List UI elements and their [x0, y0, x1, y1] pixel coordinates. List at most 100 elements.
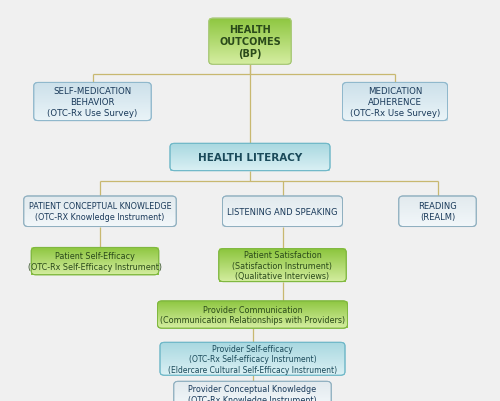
Bar	[399, 221, 476, 222]
Bar	[158, 312, 348, 313]
Bar	[31, 272, 159, 273]
Bar	[170, 150, 330, 152]
Bar	[24, 206, 176, 207]
Bar	[158, 319, 348, 320]
Bar	[170, 163, 330, 164]
Bar	[160, 350, 345, 352]
Bar	[209, 47, 291, 49]
Bar	[174, 390, 332, 391]
Bar	[34, 87, 151, 89]
FancyBboxPatch shape	[160, 342, 345, 375]
Bar	[34, 84, 151, 85]
Bar	[218, 259, 346, 260]
Bar	[31, 273, 159, 274]
Bar	[160, 353, 345, 354]
Bar	[218, 259, 346, 261]
Bar	[170, 156, 330, 157]
Bar	[158, 303, 348, 304]
Bar	[170, 165, 330, 166]
Bar	[218, 262, 346, 263]
Bar	[160, 347, 345, 348]
Bar	[342, 111, 448, 113]
Bar	[222, 203, 342, 204]
Bar	[342, 92, 448, 94]
Text: HEALTH
OUTCOMES
(BP): HEALTH OUTCOMES (BP)	[219, 25, 281, 59]
Bar	[399, 210, 476, 211]
Bar	[222, 208, 342, 209]
Bar	[24, 213, 176, 214]
Bar	[342, 102, 448, 103]
Bar	[399, 213, 476, 214]
Bar	[31, 263, 159, 264]
Bar	[31, 256, 159, 257]
Bar	[24, 203, 176, 204]
Bar	[158, 307, 348, 308]
Bar	[31, 262, 159, 263]
Bar	[24, 221, 176, 223]
Bar	[174, 385, 332, 386]
Bar	[222, 205, 342, 207]
Bar	[342, 107, 448, 109]
Bar	[24, 221, 176, 222]
Bar	[209, 36, 291, 38]
Bar	[218, 253, 346, 255]
Bar	[158, 310, 348, 311]
Bar	[170, 148, 330, 150]
Bar	[222, 202, 342, 203]
Bar	[209, 63, 291, 64]
Bar	[158, 316, 348, 318]
FancyBboxPatch shape	[222, 196, 342, 227]
Bar	[209, 56, 291, 57]
Bar	[218, 269, 346, 270]
Bar	[218, 254, 346, 255]
Bar	[218, 264, 346, 265]
Bar	[209, 42, 291, 43]
Bar	[31, 271, 159, 272]
Bar	[222, 223, 342, 225]
Bar	[24, 219, 176, 220]
Text: Provider Communication
(Communication Relationships with Providers): Provider Communication (Communication Re…	[160, 305, 345, 325]
Bar	[342, 101, 448, 102]
FancyBboxPatch shape	[209, 19, 291, 65]
Bar	[24, 205, 176, 207]
Bar	[24, 198, 176, 199]
Bar	[160, 355, 345, 356]
Bar	[34, 94, 151, 95]
Bar	[342, 91, 448, 93]
Bar	[34, 101, 151, 102]
Bar	[174, 398, 332, 399]
Bar	[399, 207, 476, 209]
Bar	[174, 388, 332, 389]
Bar	[158, 322, 348, 324]
Bar	[24, 217, 176, 218]
Bar	[209, 38, 291, 40]
Bar	[31, 258, 159, 259]
Bar	[34, 102, 151, 103]
Bar	[399, 209, 476, 210]
Bar	[209, 26, 291, 27]
Bar	[158, 327, 348, 328]
Bar	[218, 263, 346, 265]
Bar	[170, 148, 330, 149]
Bar	[218, 271, 346, 272]
Bar	[170, 154, 330, 155]
Bar	[174, 396, 332, 397]
Bar	[342, 83, 448, 84]
Bar	[399, 200, 476, 201]
Bar	[222, 217, 342, 218]
Bar	[170, 152, 330, 154]
Bar	[399, 220, 476, 221]
Bar	[399, 200, 476, 202]
Bar	[24, 198, 176, 200]
FancyBboxPatch shape	[170, 144, 330, 171]
Bar	[218, 277, 346, 278]
Bar	[399, 225, 476, 226]
Bar	[218, 273, 346, 275]
Bar	[399, 207, 476, 208]
Bar	[158, 316, 348, 317]
Bar	[342, 94, 448, 95]
Bar	[160, 346, 345, 347]
Bar	[218, 279, 346, 280]
Bar	[222, 200, 342, 201]
Bar	[174, 386, 332, 387]
